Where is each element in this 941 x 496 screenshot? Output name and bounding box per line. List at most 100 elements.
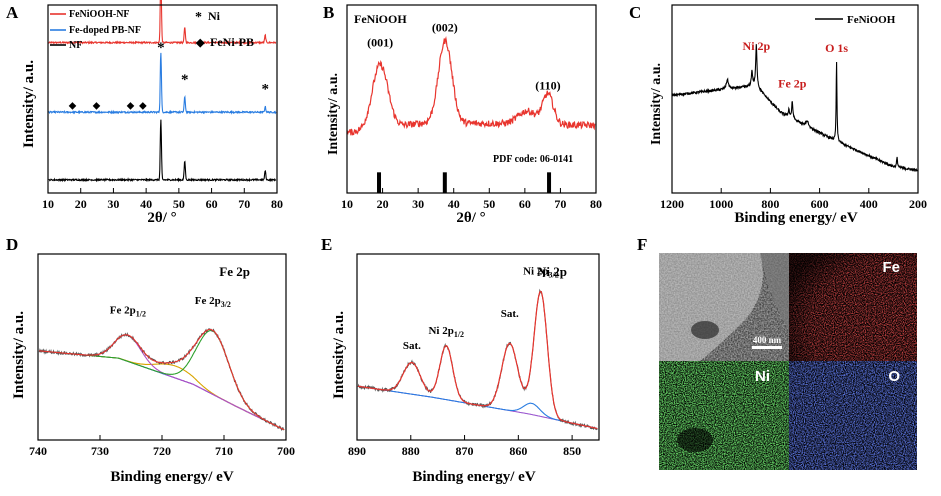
- fit-fe2p12: [39, 334, 285, 431]
- panel-e-xlabel: Binding energy/ eV: [412, 469, 536, 485]
- panel-a-legend: FeNiOOH-NF Fe-doped PB-NF NF * Ni ◆ FeNi…: [50, 9, 254, 51]
- panel-d-xtick-label-710: 710: [215, 444, 233, 458]
- panel-b-ylabel: Intensity/ a.u.: [326, 73, 341, 155]
- panel-b-title: FeNiOOH: [354, 12, 407, 26]
- peak-label-001: (001): [367, 35, 393, 49]
- pb-peak-diamond: ◆: [69, 100, 77, 111]
- panel-letter-d: D: [6, 235, 18, 254]
- panel-b-xtick-label-80: 80: [590, 197, 602, 211]
- xrd-pattern-line: [347, 36, 596, 136]
- pb-peak-diamond: ◆: [139, 100, 147, 111]
- panel-c-xlabel: Binding energy/ eV: [734, 210, 858, 226]
- scale-bar-label: 400 nm: [753, 335, 782, 345]
- ni-peak-star: *: [157, 40, 165, 56]
- panel-a-xtick-label-10: 10: [42, 197, 54, 211]
- panel-letter-f: F: [637, 235, 647, 254]
- reference-peak-bar: [547, 172, 552, 193]
- panel-e-title: Ni 2p: [537, 264, 567, 279]
- annotation-ni-2p: Ni 2p: [743, 39, 771, 53]
- peak-label-110: (110): [535, 79, 560, 93]
- raw-spectrum: [357, 288, 598, 431]
- panel-d-frame: [37, 253, 287, 441]
- panel-e-xtick-label-850: 850: [563, 444, 581, 458]
- legend-star-label: Ni: [208, 9, 221, 23]
- panel-a-xrd: Intensity/ a.u. 2θ/ ° 10 20 30 40 50 60 70 80 *…: [21, 0, 283, 226]
- panel-b-xtick-label-70: 70: [554, 197, 566, 211]
- legend-label-feniooh-nf: FeNiOOH-NF: [69, 9, 130, 20]
- panel-c-xtick-label-600: 600: [811, 197, 829, 211]
- legend-diamond-symbol: ◆: [195, 37, 205, 49]
- panel-e-xtick-label-880: 880: [402, 444, 420, 458]
- panel-e-ni2p: Intensity/ a.u. Binding energy/ eV Ni 2p…: [331, 253, 600, 485]
- panel-b-xtick-label-50: 50: [483, 197, 495, 211]
- annotation-o-1s: O 1s: [825, 41, 848, 55]
- panel-b-frame: [346, 4, 597, 194]
- panel-e-frame: [356, 253, 600, 441]
- peak-label-fe2p-12: Fe 2p1/2: [110, 305, 146, 319]
- ni-peak-star: *: [261, 81, 269, 97]
- panel-c-xps-survey: Intensity/ a.u. Binding energy/ eV FeNiO…: [649, 4, 927, 226]
- ni-peak-star: *: [181, 72, 189, 88]
- panel-a-xtick-label-40: 40: [140, 197, 152, 211]
- eds-label-o: O: [888, 368, 900, 385]
- panel-c-xtick-label-1200: 1200: [660, 197, 684, 211]
- legend-diamond-label: FeNi-PB: [210, 35, 254, 49]
- panel-a-xtick-label-80: 80: [271, 197, 283, 211]
- panel-letter-a: A: [6, 3, 19, 22]
- fit-fe2p32: [39, 330, 285, 431]
- peak-label-fe2p-32: Fe 2p3/2: [195, 295, 231, 309]
- series-line-fe-doped-pb-nf: [48, 52, 277, 115]
- panel-e-xtick-label-870: 870: [456, 444, 474, 458]
- panel-a-ylabel: Intensity/ a.u.: [21, 60, 37, 148]
- eds-label-ni: Ni: [755, 368, 770, 385]
- panel-d-xtick-label-730: 730: [91, 444, 109, 458]
- annotation-fe-2p: Fe 2p: [778, 77, 807, 91]
- panel-b-xtick-label-30: 30: [412, 197, 424, 211]
- peak-label-sat-2: Sat.: [501, 308, 519, 320]
- panel-b-xtick-label-10: 10: [341, 197, 353, 211]
- fit-background: [357, 385, 598, 430]
- panel-letter-b: B: [323, 3, 334, 22]
- series-line-feniooh-nf: [48, 0, 277, 46]
- panel-d-ylabel: Intensity/ a.u.: [11, 311, 27, 399]
- eds-map-ni: Ni: [659, 361, 789, 470]
- raw-spectrum: [38, 328, 285, 432]
- legend-label-feniooh: FeNiOOH: [847, 14, 896, 26]
- panel-a-xtick-label-30: 30: [107, 197, 119, 211]
- scale-bar: [752, 346, 782, 349]
- panel-b-xtick-label-40: 40: [448, 197, 460, 211]
- panel-f-eds-maps: 400 nm Fe Ni O: [659, 253, 917, 470]
- legend-star-symbol: *: [195, 10, 202, 25]
- panel-c-xtick-label-400: 400: [860, 197, 878, 211]
- panel-a-xtick-label-50: 50: [173, 197, 185, 211]
- series-line-nf: [48, 119, 277, 183]
- eds-map-fe: Fe: [789, 253, 917, 361]
- fit-shoulder: [357, 385, 598, 430]
- panel-e-xtick-label-890: 890: [348, 444, 366, 458]
- panel-letter-c: C: [629, 3, 641, 22]
- panel-c-xtick-label-200: 200: [909, 197, 927, 211]
- panel-c-legend: FeNiOOH: [815, 14, 896, 26]
- panel-b-xtick-label-20: 20: [377, 197, 389, 211]
- reference-peak-bar: [442, 172, 447, 193]
- xps-survey-line: [672, 44, 918, 173]
- panel-b-xtick-label-60: 60: [519, 197, 531, 211]
- panel-a-xtick-label-70: 70: [238, 197, 250, 211]
- legend-label-nf: NF: [69, 40, 82, 51]
- fit-envelope: [357, 290, 598, 430]
- panel-b-xrd: Intensity/ a.u. 2θ/ ° FeNiOOH 10 20 30 40 50…: [326, 4, 602, 226]
- panel-d-xtick-label-700: 700: [277, 444, 295, 458]
- sem-image-tile: 400 nm: [659, 253, 789, 361]
- panel-d-xtick-label-720: 720: [153, 444, 171, 458]
- panel-b-pdf-code: PDF code: 06-0141: [493, 154, 573, 165]
- pb-peak-diamond: ◆: [93, 100, 101, 111]
- fit-envelope: [39, 328, 285, 431]
- panel-c-ylabel: Intensity/ a.u.: [649, 63, 664, 145]
- eds-map-o: O: [789, 361, 917, 470]
- eds-label-fe: Fe: [882, 259, 900, 276]
- panel-c-xtick-label-800: 800: [761, 197, 779, 211]
- panel-c-xtick-label-1000: 1000: [709, 197, 733, 211]
- panel-d-fe2p: Intensity/ a.u. Binding energy/ eV Fe 2p…: [11, 253, 295, 485]
- panel-a-xtick-label-60: 60: [206, 197, 218, 211]
- peak-label-ni2p-12: Ni 2p1/2: [428, 325, 464, 339]
